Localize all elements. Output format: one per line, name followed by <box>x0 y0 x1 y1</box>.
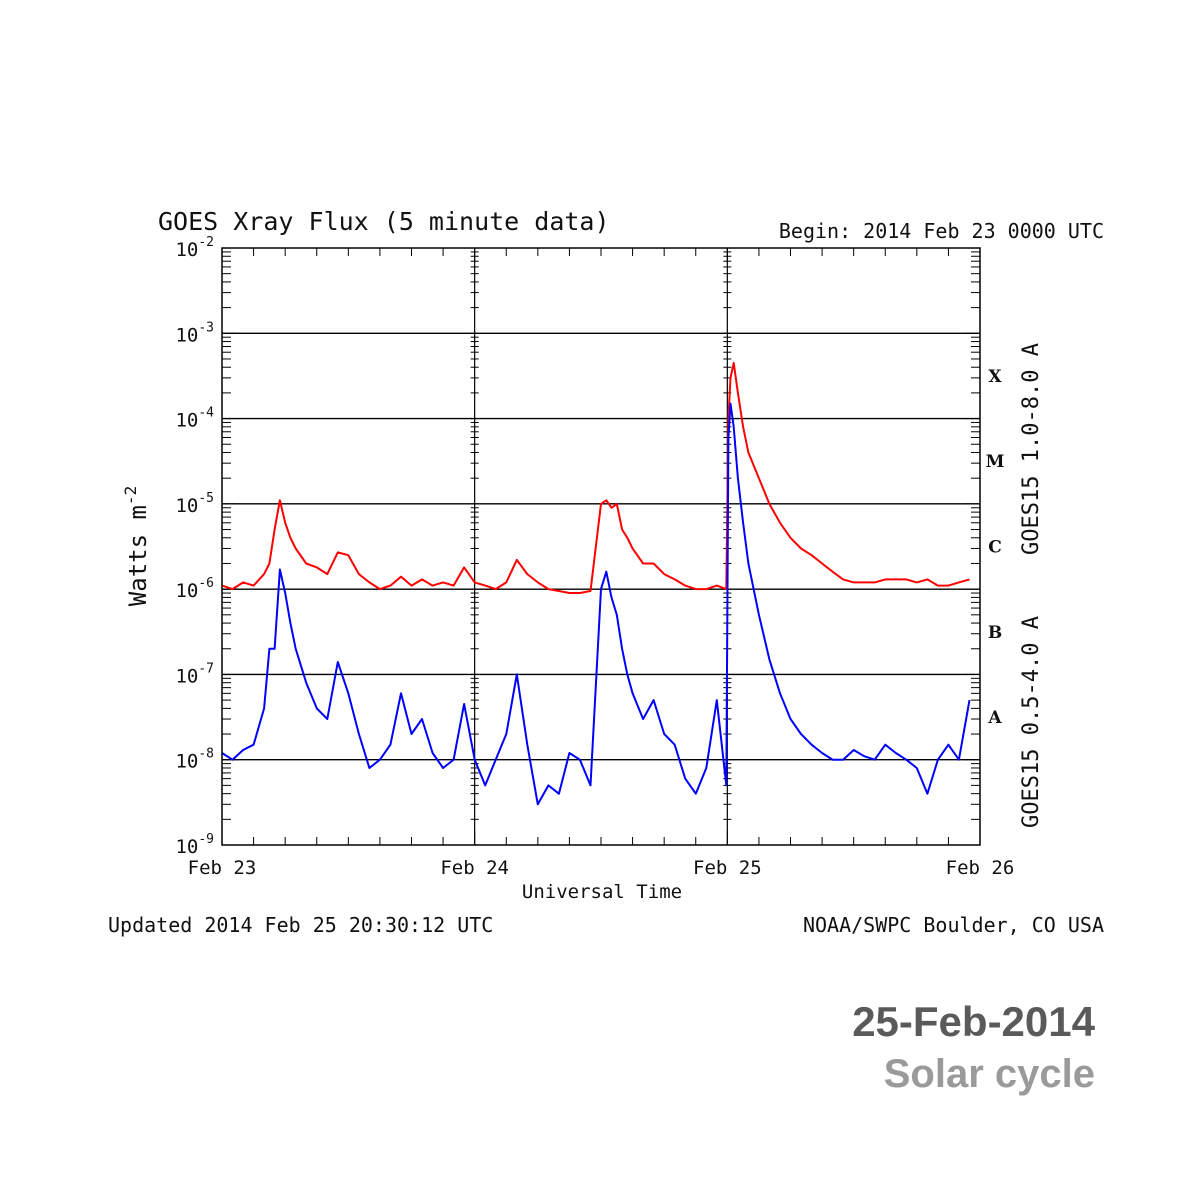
y-tick-label-exp: -7 <box>198 661 214 676</box>
decade-grid <box>222 332 980 761</box>
y-tick-label: 10-8 <box>175 747 214 773</box>
x-tick-label: Feb 26 <box>946 857 1015 879</box>
y-tick-label: 10-5 <box>175 491 214 517</box>
y-tick-label-exp: -4 <box>198 406 214 421</box>
plot-frame <box>221 247 981 846</box>
legend-series-1: GOES15 1.0-8.0 A <box>1019 343 1044 555</box>
y-tick-label-exp: -8 <box>198 747 214 762</box>
y-tick-label: 10-3 <box>175 320 214 346</box>
legend-series-2: GOES15 0.5-4.0 A <box>1019 616 1044 828</box>
x-tick-labels: Feb 23 Feb 24 Feb 25 Feb 26 <box>188 857 1015 879</box>
flare-class-label: B <box>988 623 1002 643</box>
x-axis-label: Universal Time <box>522 881 682 903</box>
y-tick-label-base: 10 <box>175 324 198 346</box>
y-tick-label-base: 10 <box>175 665 198 687</box>
y-tick-label-exp: -3 <box>198 320 214 335</box>
begin-label: Begin: 2014 Feb 23 0000 UTC <box>779 219 1104 243</box>
series-line-1 <box>221 361 970 594</box>
y-tick-label-base: 10 <box>175 239 198 261</box>
caption-date: 25-Feb-2014 <box>852 998 1095 1045</box>
day-divider-lines <box>470 248 732 846</box>
y-tick-label: 10-6 <box>175 576 214 602</box>
flare-class-label: X <box>988 367 1002 387</box>
flare-class-label: C <box>988 538 1002 558</box>
caption-subtitle: Solar cycle <box>883 1052 1095 1096</box>
y-tick-label-base: 10 <box>175 495 198 517</box>
y-tick-label: 10-4 <box>175 406 214 432</box>
series-line-2 <box>221 402 971 806</box>
y-tick-label-base: 10 <box>175 580 198 602</box>
y-tick-label: 10-9 <box>175 832 214 858</box>
y-tick-label-exp: -5 <box>198 491 214 506</box>
x-tick-label: Feb 23 <box>188 857 257 879</box>
y-tick-label-exp: -9 <box>198 832 214 847</box>
y-axis-label-sup: -2 <box>121 486 140 505</box>
y-tick-label: 10-7 <box>175 661 214 687</box>
y-tick-label-base: 10 <box>175 836 198 858</box>
flare-class-label: A <box>987 708 1002 728</box>
chart-title: GOES Xray Flux (5 minute data) <box>158 207 610 236</box>
y-tick-label-exp: -2 <box>198 235 214 250</box>
y-tick-label-base: 10 <box>175 751 198 773</box>
x-tick-label: Feb 25 <box>693 857 762 879</box>
y-tick-labels: 10-210-310-410-510-610-710-810-9 <box>175 235 214 858</box>
flare-class-labels: X M C B A <box>986 367 1005 728</box>
y-tick-label-exp: -6 <box>198 576 214 591</box>
y-tick-label-base: 10 <box>175 410 198 432</box>
x-tick-label: Feb 24 <box>440 857 509 879</box>
minor-ticks <box>221 248 981 846</box>
y-axis-label: Watts m-2 <box>121 486 152 606</box>
y-axis-label-text: Watts m <box>124 505 152 606</box>
source-label: NOAA/SWPC Boulder, CO USA <box>803 913 1104 937</box>
updated-label: Updated 2014 Feb 25 20:30:12 UTC <box>108 913 493 937</box>
flare-class-label: M <box>986 452 1005 472</box>
series-lines <box>221 361 971 806</box>
y-tick-label: 10-2 <box>175 235 214 261</box>
